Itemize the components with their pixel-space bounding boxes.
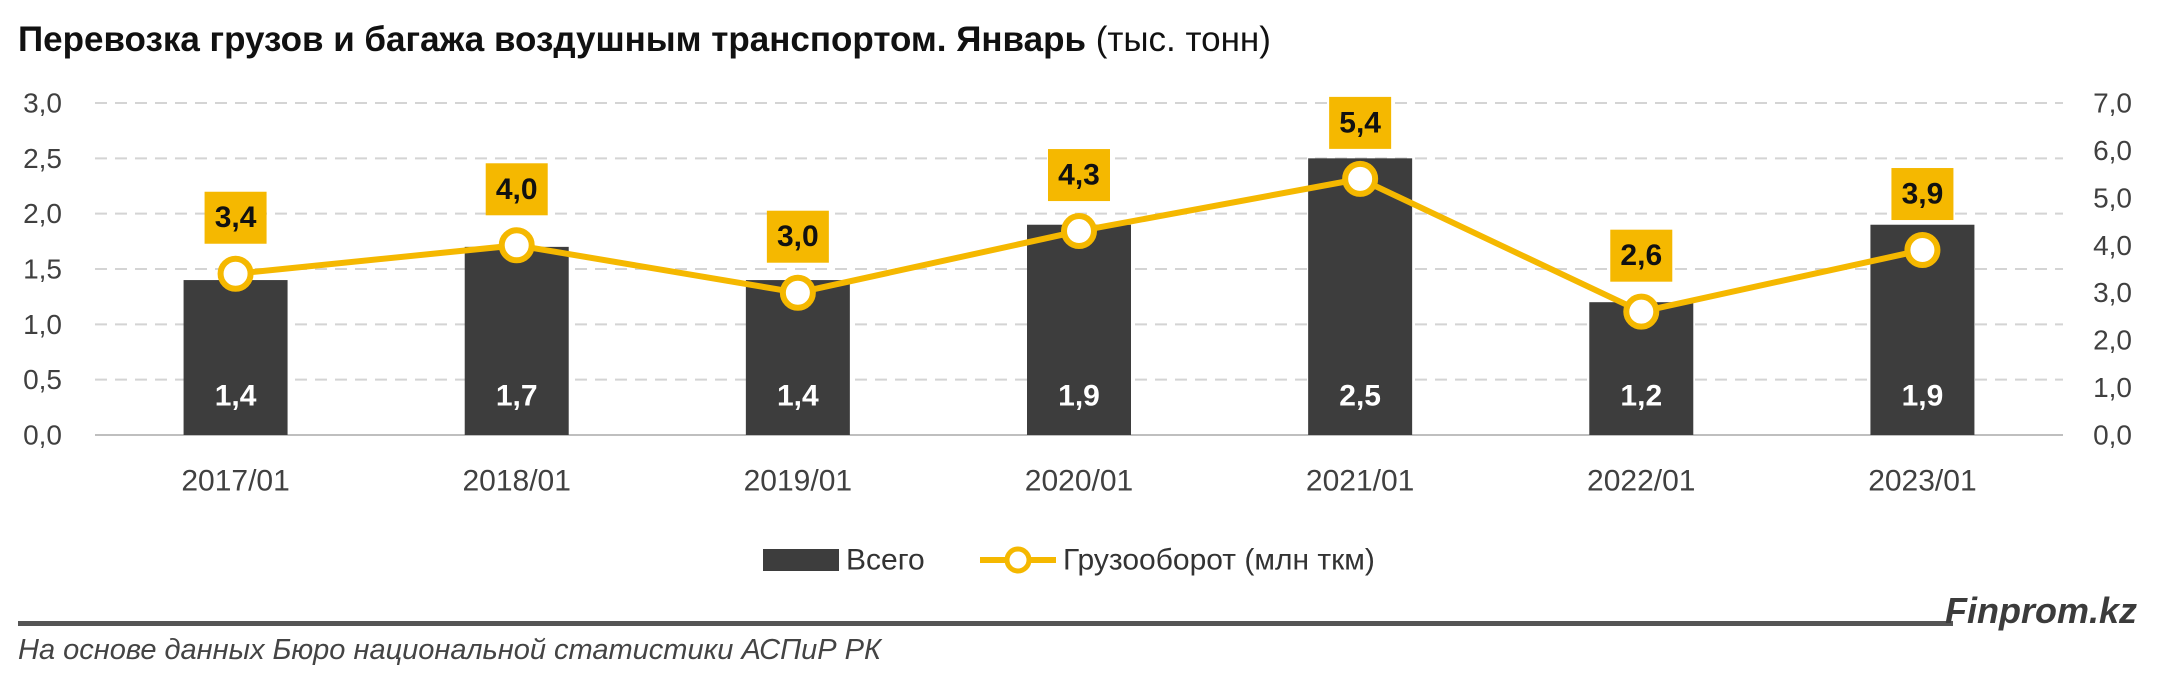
bar-value-label: 1,9 [1902,380,1944,413]
left-tick-label: 1,0 [23,309,62,340]
right-tick-label: 4,0 [2093,230,2132,261]
bar [183,280,288,435]
right-tick-label: 0,0 [2093,420,2132,451]
bar [1308,158,1413,436]
line-point [217,255,254,292]
line-label-box [766,210,829,263]
line-label-box [1610,229,1673,282]
left-tick-label: 0,0 [23,420,62,451]
line-point [1342,160,1379,197]
x-tick-label: 2018/01 [462,465,570,498]
line-label-box [485,163,548,216]
line-point [1061,213,1097,250]
line-value-label: 3,4 [215,201,257,234]
x-tick-label: 2020/01 [1025,465,1133,498]
chart-title-unit: (тыс. тонн) [1085,20,1271,59]
footer-divider [18,621,1953,626]
right-tick-label: 6,0 [2093,135,2132,166]
right-tick-label: 2,0 [2093,325,2132,356]
left-tick-label: 1,5 [23,254,62,285]
x-tick-label: 2021/01 [1306,465,1414,498]
right-axis: 0,0 1,0 2,0 3,0 4,0 5,0 6,0 7,0 [2093,88,2132,451]
chart-title: Перевозка грузов и багажа воздушным тран… [18,14,1271,66]
left-axis: 0,0 0,5 1,0 1,5 2,0 2,5 3,0 [23,88,62,451]
x-tick-label: 2023/01 [1868,465,1976,498]
line-point [498,227,535,264]
x-tick-label: 2022/01 [1587,465,1695,498]
line-series: 3,4 4,0 3,0 4,3 5,4 2,6 3,9 [204,96,1954,330]
left-tick-label: 0,5 [23,364,62,395]
x-axis: 2017/01 2018/01 2019/01 2020/01 2021/01 2022/… [181,465,1976,498]
x-tick-label: 2017/01 [181,465,289,498]
legend-bar-label: Всего [846,544,925,577]
bar [464,246,569,435]
line-label-box [204,191,267,244]
line-label-box [1329,96,1392,149]
bar-value-label: 1,2 [1620,380,1662,413]
line-value-label: 2,6 [1620,239,1662,272]
combo-chart: 0,0 0,5 1,0 1,5 2,0 2,5 3,0 0,0 1,0 2,0 3,0 4,0 5,0… [23,88,2132,577]
brand-logo: Finprom.kz [1945,590,2138,631]
line-value-label: 5,4 [1339,106,1381,139]
bar-value-label: 1,4 [215,380,257,413]
line-point [779,274,816,311]
legend: Всего Грузооборот (млн ткм) [763,544,1375,577]
chart-title-main: Перевозка грузов и багажа воздушным тран… [18,20,1086,59]
legend-line-marker [1004,546,1032,574]
bar-value-label: 1,4 [777,380,819,413]
bar-value-label: 2,5 [1339,380,1381,413]
legend-bar-swatch [763,549,839,571]
line-label-box [1891,168,1954,221]
left-tick-label: 2,5 [23,143,62,174]
left-tick-label: 2,0 [23,198,62,229]
right-tick-label: 3,0 [2093,277,2132,308]
source-note: На основе данных Бюро национальной стати… [18,634,882,666]
legend-line-label: Грузооборот (млн ткм) [1063,544,1375,577]
bar-value-label: 1,9 [1058,380,1100,413]
left-tick-label: 3,0 [23,88,62,119]
line-value-label: 4,3 [1058,159,1100,192]
line-value-label: 3,0 [777,220,819,253]
right-tick-label: 1,0 [2093,372,2132,403]
line-point [1623,293,1660,330]
line-label-box [1048,149,1110,202]
right-tick-label: 5,0 [2093,182,2132,213]
line-value-label: 4,0 [496,173,538,206]
right-tick-label: 7,0 [2093,88,2132,119]
x-tick-label: 2019/01 [744,465,852,498]
line-point [1904,232,1941,269]
bar [1027,224,1131,435]
line-value-label: 3,9 [1902,178,1944,211]
bar-value-label: 1,7 [496,380,538,413]
